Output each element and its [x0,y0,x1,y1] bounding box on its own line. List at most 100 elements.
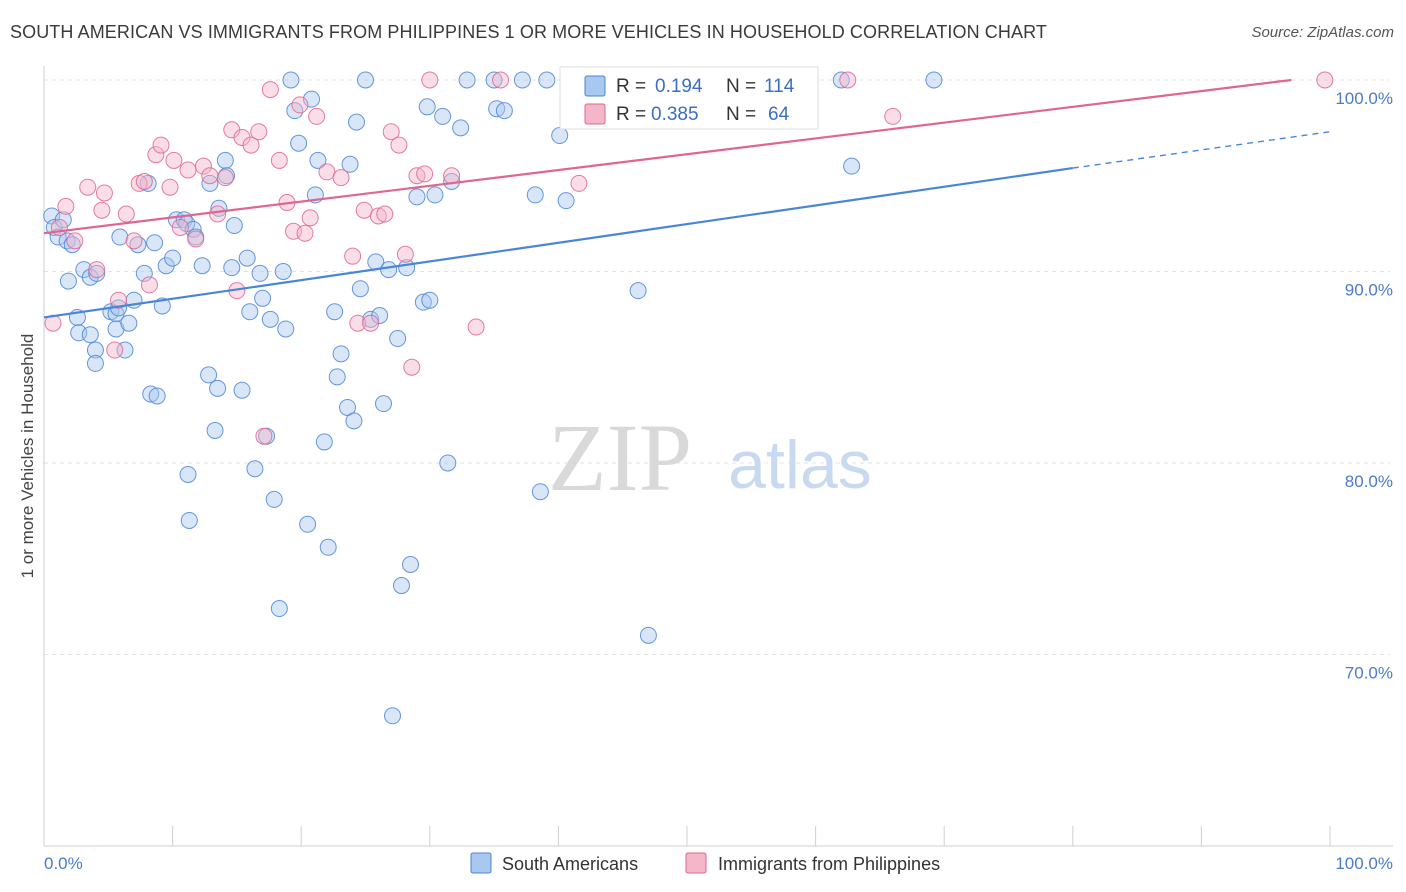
scatter-point-pink [421,71,439,89]
scatter-point-pink [355,201,373,219]
scatter-point-blue [265,490,283,508]
y-tick-label: 70.0% [1345,664,1393,683]
scatter-point-blue [238,249,256,267]
scatter-point-pink [318,163,336,181]
scatter-point-blue [86,354,104,372]
scatter-point-blue [282,71,300,89]
scatter-point-pink [467,318,485,336]
stat-n-value-blue: 114 [764,76,795,97]
scatter-point-pink [308,107,326,125]
x-tick-label-max: 100.0% [1335,854,1393,873]
scatter-point-pink [57,197,75,215]
stat-r-label-pink: R = [616,104,646,125]
scatter-point-pink [95,184,113,202]
scatter-point-pink [66,232,84,250]
legend-label-philippines: Immigrants from Philippines [718,854,940,874]
scatter-point-pink [291,96,309,114]
scatter-point-pink [165,151,183,169]
scatter-point-pink [344,247,362,265]
scatter-point-blue [270,600,288,618]
stat-r-value-blue: 0.194 [655,76,703,97]
legend-swatch-south-americans [470,852,492,874]
scatter-point-blue [319,538,337,556]
scatter-point-blue [251,264,269,282]
scatter-point-blue [223,259,241,277]
scatter-point-blue [146,234,164,252]
scatter-point-blue [393,577,411,595]
stats-swatch-blue [584,75,606,97]
scatter-point-blue [59,272,77,290]
scatter-point-pink [250,123,268,141]
stat-n-label-blue: N = [726,76,756,97]
trend-line-blue-extension [1072,131,1331,169]
scatter-point-pink [255,427,273,445]
trend-line-pink [43,78,1292,235]
scatter-point-pink [261,81,279,99]
watermark-zip: ZIP [548,404,692,511]
source-attribution: Source: ZipAtlas.com [1251,24,1394,41]
scatter-point-pink [187,230,205,248]
scatter-point-blue [254,289,272,307]
legend-swatch-philippines [685,852,707,874]
series-south-americans [43,71,943,725]
scatter-point-blue [54,211,72,229]
scatter-point-blue [538,71,556,89]
scatter-point-blue [485,71,503,89]
scatter-point-pink [301,209,319,227]
scatter-point-blue [526,186,544,204]
axes: 100.0% 90.0% 80.0% 70.0% [43,66,1393,847]
scatter-point-blue [209,379,227,397]
scatter-point-blue [81,326,99,344]
scatter-point-pink [216,169,234,187]
scatter-point-blue [246,460,264,478]
scatter-point-blue [241,303,259,321]
scatter-point-blue [925,71,943,89]
scatter-point-blue [142,385,160,403]
scatter-point-pink [403,358,421,376]
scatter-point-pink [194,157,212,175]
scatter-point-blue [180,511,198,529]
chart-title: SOUTH AMERICAN VS IMMIGRANTS FROM PHILIP… [10,22,1047,42]
scatter-point-blue [277,320,295,338]
scatter-point-blue [326,303,344,321]
scatter-point-blue [206,421,224,439]
scatter-point-blue [111,228,129,246]
scatter-point-pink [396,245,414,263]
scatter-point-blue [299,515,317,533]
legend: South Americans Immigrants from Philippi… [470,852,940,874]
scatter-point-pink [93,201,111,219]
scatter-point-pink [376,205,394,223]
scatter-point-pink [242,136,260,154]
series-philippines [44,71,1334,445]
stat-n-label-pink: N = [726,104,756,125]
scatter-point-blue [233,381,251,399]
scatter-point-pink [416,165,434,183]
scatter-point-pink [106,341,124,359]
scatter-point-blue [421,291,439,309]
scatter-point-blue [380,261,398,279]
watermark: ZIP atlas [548,404,872,511]
scatter-point-blue [426,186,444,204]
scatter-point-blue [179,465,197,483]
scatter-point-pink [1316,71,1334,89]
scatter-point-blue [495,102,513,120]
scatter-point-blue [832,71,850,89]
stats-box: R = 0.194 N = 114 R = 0.385 N = 64 [559,66,819,130]
y-tick-label: 90.0% [1345,281,1393,300]
scatter-point-pink [369,207,387,225]
gridlines [44,79,1390,655]
y-axis-title: 1 or more Vehicles in Household [18,334,37,579]
scatter-point-blue [375,395,393,413]
scatter-point-blue [513,71,531,89]
trend-line-blue [43,167,1073,319]
stat-n-value-pink: 64 [768,104,790,125]
scatter-point-pink [110,291,128,309]
scatter-point-blue [389,330,407,348]
scatter-point-blue [345,412,363,430]
scatter-point-blue [148,387,166,405]
scatter-point-pink [79,178,97,196]
scatter-point-pink [362,314,380,332]
scatter-point-pink [570,174,588,192]
scatter-point-blue [357,71,374,89]
